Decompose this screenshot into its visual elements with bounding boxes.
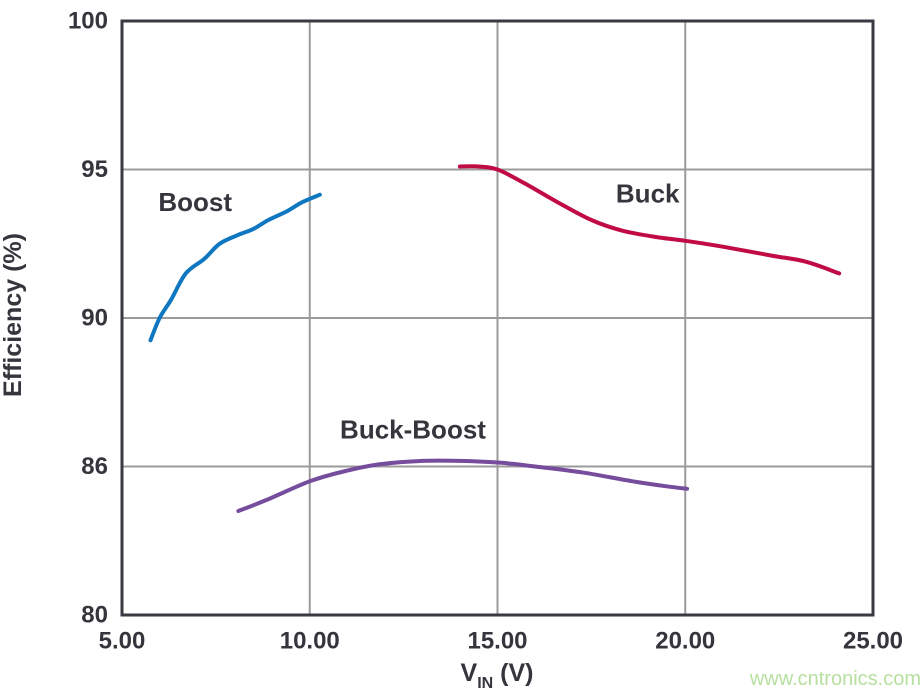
y-axis-title: Efficiency (%) xyxy=(0,233,27,397)
series-line-boost xyxy=(148,192,322,343)
series-label-buck-boost: Buck-Boost xyxy=(340,414,486,444)
series-labels: Boost Buck Buck-Boost xyxy=(158,178,680,444)
plot-frame xyxy=(120,19,875,617)
watermark: www.cntronics.com xyxy=(749,668,921,690)
series-lines xyxy=(148,164,842,513)
series-label-buck: Buck xyxy=(616,178,680,208)
y-tick-label: 86 xyxy=(81,453,108,480)
gridlines xyxy=(122,21,873,615)
x-tick-label: 10.00 xyxy=(280,628,340,655)
tick-labels: 5.00 10.00 15.00 20.00 25.00 80 86 90 95 100 xyxy=(68,8,903,655)
y-tick-label: 80 xyxy=(81,602,108,629)
series-line-buck-boost xyxy=(236,458,690,513)
x-tick-label: 20.00 xyxy=(655,628,715,655)
x-axis-title: VIN (V) xyxy=(461,659,534,692)
x-tick-label: 25.00 xyxy=(843,628,903,655)
series-line-buck xyxy=(457,164,842,276)
x-tick-label: 15.00 xyxy=(467,628,527,655)
x-tick-label: 5.00 xyxy=(99,628,146,655)
y-tick-label: 100 xyxy=(68,8,108,35)
y-tick-label: 90 xyxy=(81,305,108,332)
y-tick-label: 95 xyxy=(81,156,108,183)
series-label-boost: Boost xyxy=(158,187,232,217)
